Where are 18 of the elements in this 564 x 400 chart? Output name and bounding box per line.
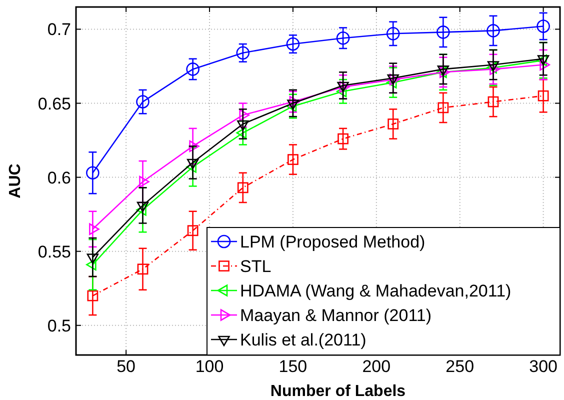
legend-label: Maayan & Mannor (2011) — [240, 306, 432, 325]
x-tick-label: 50 — [116, 357, 136, 376]
x-tick-label: 100 — [195, 357, 224, 376]
y-axis-title: AUC — [7, 163, 24, 198]
y-tick-label: 0.55 — [38, 242, 71, 262]
y-tick-label: 0.7 — [47, 20, 71, 40]
legend-label: Kulis et al.(2011) — [240, 330, 366, 350]
y-tick-label: 0.65 — [38, 94, 71, 114]
legend-label: STL — [240, 257, 272, 276]
legend-label: HDAMA (Wang & Mahadevan,2011) — [240, 282, 512, 300]
x-axis-title: Number of Labels — [270, 383, 406, 400]
legend-label: LPM (Proposed Method) — [240, 232, 426, 252]
x-tick-label: 300 — [529, 357, 558, 376]
x-tick-label: 150 — [278, 357, 308, 376]
x-tick-label: 250 — [446, 357, 474, 376]
x-tick-label: 200 — [362, 357, 391, 376]
y-tick-label: 0.6 — [47, 168, 71, 188]
y-tick-label: 0.5 — [47, 316, 71, 336]
